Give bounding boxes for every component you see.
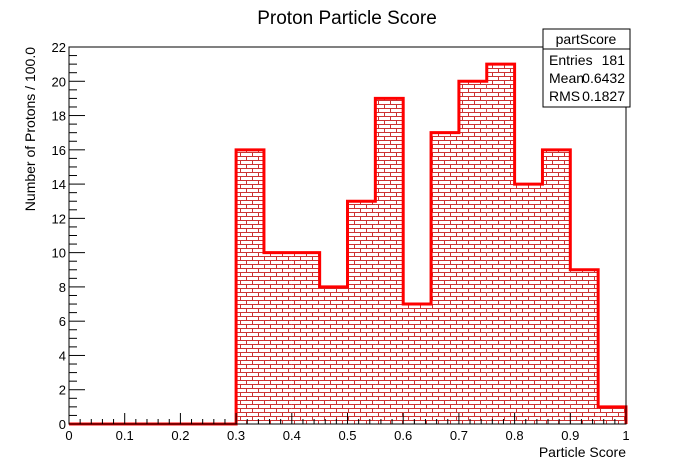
x-tick-label: 0.5 [338, 428, 356, 443]
x-tick-label: 0.7 [450, 428, 468, 443]
x-axis-label: Particle Score [539, 444, 626, 460]
x-tick-label: 0.6 [394, 428, 412, 443]
histogram-bin-10 [347, 201, 376, 424]
x-tick-label: 0.1 [116, 428, 134, 443]
histogram-bin-12 [403, 304, 432, 424]
y-axis-label: Number of Protons / 100.0 [22, 47, 38, 211]
y-axis-ticks: 0 2 4 6 8 10 12 14 16 18 20 22 [52, 40, 85, 432]
y-tick-label: 20 [52, 74, 66, 89]
histogram-bin-18 [570, 269, 599, 424]
y-tick-label: 12 [52, 211, 66, 226]
x-tick-label: 0.4 [283, 428, 301, 443]
histogram-bin-7 [263, 252, 292, 424]
stats-mean-label: Mean [549, 70, 584, 86]
histogram-bin-14 [458, 81, 487, 424]
histogram-bin-15 [486, 64, 515, 425]
stats-rms-label: RMS [549, 88, 580, 104]
y-tick-label: 22 [52, 40, 66, 55]
chart-title: Proton Particle Score [257, 8, 437, 29]
x-tick-label: 0.8 [506, 428, 524, 443]
y-tick-label: 2 [59, 383, 66, 398]
histogram-bin-11 [375, 98, 404, 424]
y-tick-label: 14 [52, 177, 66, 192]
histogram-bins [236, 64, 626, 425]
y-tick-label: 8 [59, 280, 66, 295]
x-axis-ticks: 0 0.1 0.2 0.3 0.4 0.5 0.6 0.7 0.8 0.9 1 [65, 413, 630, 443]
y-tick-label: 4 [59, 348, 66, 363]
histogram-bin-6 [236, 149, 264, 424]
stats-mean-value: 0.6432 [582, 70, 625, 86]
stats-box-title: partScore [556, 31, 617, 47]
y-tick-label: 6 [59, 314, 66, 329]
x-tick-label: 1 [622, 428, 629, 443]
y-tick-label: 10 [52, 246, 66, 261]
histogram-bin-16 [514, 184, 543, 424]
y-tick-label: 18 [52, 109, 66, 124]
stats-box: partScore Entries 181 Mean 0.6432 RMS 0.… [542, 28, 631, 108]
histogram-bin-19 [598, 406, 626, 424]
y-tick-label: 0 [59, 417, 66, 432]
stats-entries-value: 181 [602, 52, 626, 68]
x-tick-label: 0.9 [561, 428, 579, 443]
histogram-bin-17 [542, 149, 571, 424]
x-tick-label: 0.2 [171, 428, 189, 443]
histogram-bin-9 [319, 286, 348, 424]
stats-rms-value: 0.1827 [582, 88, 625, 104]
y-tick-label: 16 [52, 143, 66, 158]
stats-entries-label: Entries [549, 52, 593, 68]
x-tick-label: 0 [65, 428, 72, 443]
histogram-bin-13 [431, 132, 459, 424]
x-tick-label: 0.3 [227, 428, 245, 443]
histogram-bin-8 [291, 252, 320, 424]
